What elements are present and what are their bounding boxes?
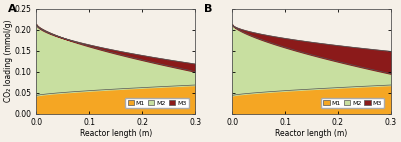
X-axis label: Reactor length (m): Reactor length (m) [275, 129, 348, 138]
X-axis label: Reactor length (m): Reactor length (m) [80, 129, 152, 138]
Text: A: A [8, 4, 16, 14]
Legend: M1, M2, M3: M1, M2, M3 [321, 98, 385, 108]
Legend: M1, M2, M3: M1, M2, M3 [125, 98, 189, 108]
Y-axis label: CO₂ loading (mmol/g): CO₂ loading (mmol/g) [4, 20, 13, 102]
Text: B: B [204, 4, 212, 14]
